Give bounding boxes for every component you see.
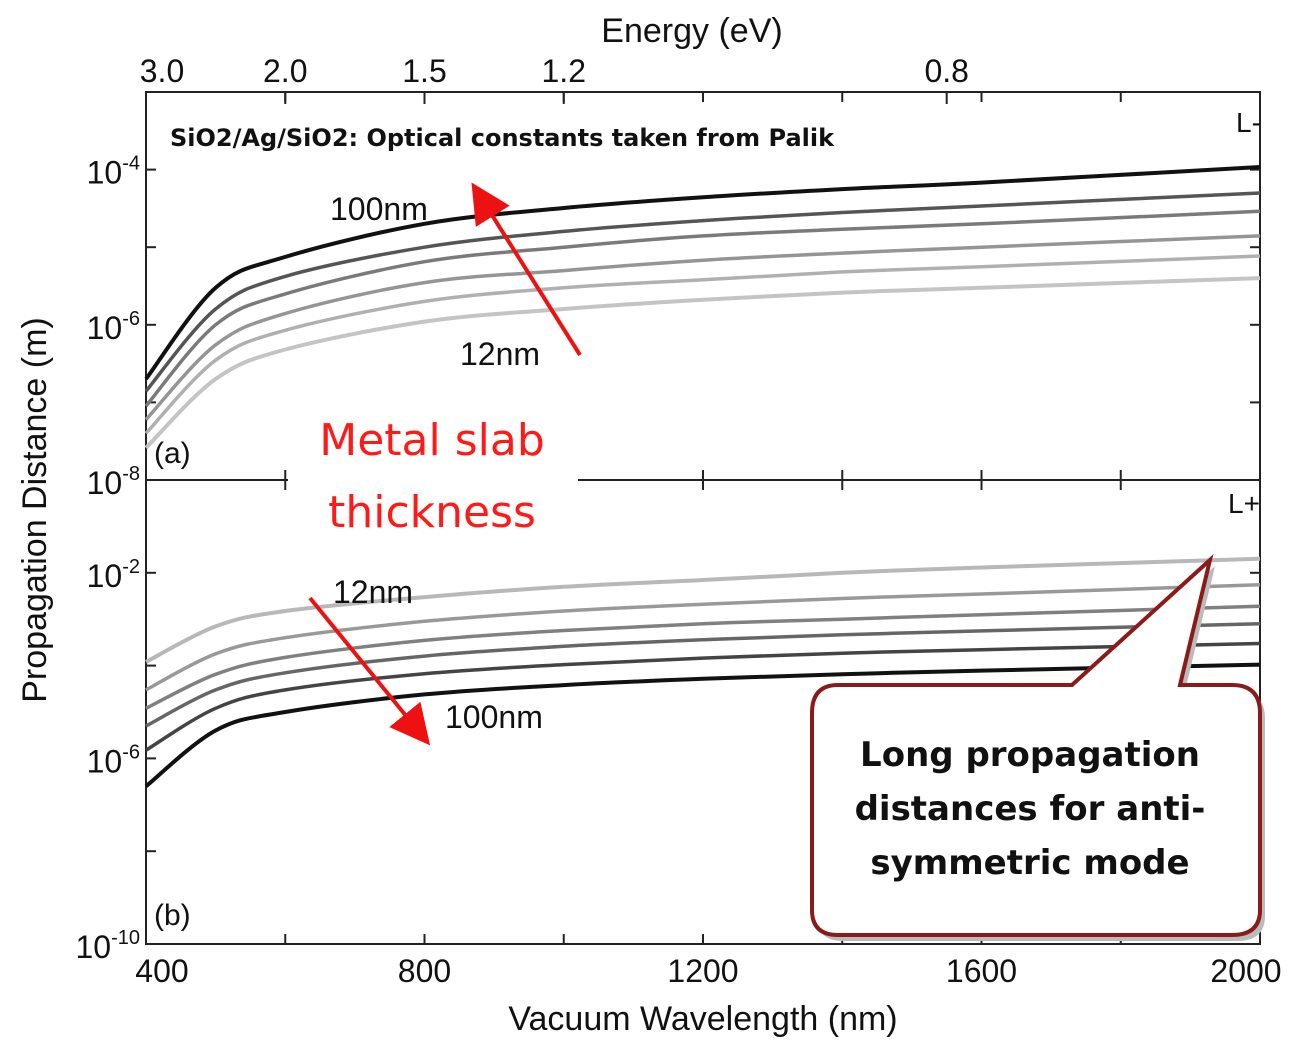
panel-a-series-line-5 xyxy=(144,254,1261,435)
x-tick-label: 2000 xyxy=(1210,953,1281,989)
y-axis-label: Propagation Distance (m) xyxy=(16,317,54,703)
y-tick-label: 10-6 xyxy=(87,308,140,346)
x-tick-label: 400 xyxy=(135,953,188,989)
y-tick-label: 10-2 xyxy=(87,556,140,594)
x-tick-label: 1200 xyxy=(667,953,738,989)
arrow-up-panel-a xyxy=(471,182,582,357)
metal-label-background xyxy=(288,412,578,540)
panel-b-series-line-5 xyxy=(145,641,1261,752)
callout: Long propagation distances for anti- sym… xyxy=(810,554,1265,941)
panel-b-series-line-1 xyxy=(145,556,1261,664)
top-tick-label: 0.8 xyxy=(924,53,968,89)
x-tick-label: 800 xyxy=(398,953,451,989)
panel-b-series-line-2 xyxy=(145,583,1261,692)
top-tick-label: 1.5 xyxy=(402,53,446,89)
y-tick-label: 10-4 xyxy=(87,153,140,191)
panel-b-label-12nm: 12nm xyxy=(333,574,413,610)
x-tick-label: 1600 xyxy=(946,953,1017,989)
panel-a: 10-4 10-6 10-8 (a) L- SiO2/Ag/SiO2: Optica… xyxy=(87,91,1261,501)
panel-b: 10-2 10-6 10-10 (b) L+ 12nm 100nm xyxy=(76,479,1261,965)
callout-line3: symmetric mode xyxy=(870,843,1189,883)
arrow-down-panel-b xyxy=(308,596,431,746)
top-tick-label: 1.2 xyxy=(542,53,586,89)
panel-a-series xyxy=(144,165,1261,450)
panel-a-series-line-6 xyxy=(144,276,1261,450)
panel-a-mode-label: L- xyxy=(1236,107,1261,138)
y-tick-label: 10-6 xyxy=(87,741,140,779)
panel-b-label: (b) xyxy=(154,899,191,932)
x-axis-tick-labels: 400 800 1200 1600 2000 xyxy=(135,953,1281,989)
panel-a-series-line-1 xyxy=(144,165,1261,381)
panel-b-series-line-4 xyxy=(145,621,1261,728)
panel-b-ticks xyxy=(145,479,1261,945)
annotation-title: SiO2/Ag/SiO2: Optical constants taken fr… xyxy=(170,124,835,152)
panel-a-label-100nm: 100nm xyxy=(330,191,428,227)
y-tick-label: 10-8 xyxy=(87,463,140,501)
panel-b-series xyxy=(144,556,1261,788)
callout-line1: Long propagation xyxy=(860,735,1200,775)
top-axis-ticks: 3.0 2.0 1.5 1.2 0.8 xyxy=(140,53,969,104)
panel-a-y-tick-labels: 10-4 10-6 10-8 xyxy=(87,153,140,501)
metal-label-line2: thickness xyxy=(328,487,536,538)
y-tick-label: 10-10 xyxy=(76,927,141,965)
top-tick-label: 3.0 xyxy=(140,53,184,89)
callout-bubble xyxy=(810,554,1262,937)
top-tick-label: 2.0 xyxy=(263,53,307,89)
panel-a-label: (a) xyxy=(154,437,191,470)
panel-a-series-line-3 xyxy=(144,209,1261,408)
panel-b-series-line-6 xyxy=(144,662,1261,788)
panel-b-series-line-3 xyxy=(145,604,1261,710)
panel-a-series-line-2 xyxy=(144,191,1261,393)
top-axis-label: Energy (eV) xyxy=(601,12,782,50)
panel-a-series-line-4 xyxy=(144,234,1261,421)
panel-b-y-tick-labels: 10-2 10-6 10-10 xyxy=(76,556,141,965)
callout-line2: distances for anti- xyxy=(855,789,1206,829)
panel-b-mode-label: L+ xyxy=(1228,488,1260,519)
metal-label-line1: Metal slab xyxy=(319,415,545,466)
panel-b-label-100nm: 100nm xyxy=(445,699,543,735)
x-axis-label: Vacuum Wavelength (nm) xyxy=(508,1000,897,1038)
panel-a-label-12nm: 12nm xyxy=(460,336,540,372)
